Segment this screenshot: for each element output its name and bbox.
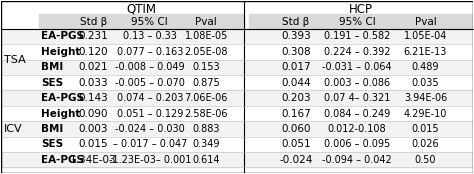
Text: -0.008 – 0.049: -0.008 – 0.049: [115, 62, 185, 72]
Text: EA-PGS: EA-PGS: [41, 31, 84, 41]
Bar: [1, 44, 473, 60]
Text: 0.07 4– 0.321: 0.07 4– 0.321: [324, 93, 391, 103]
Text: 0.231: 0.231: [78, 31, 108, 41]
Bar: [1, 137, 473, 152]
Text: 0.077 – 0.163: 0.077 – 0.163: [117, 47, 183, 57]
Text: 1.08E-05: 1.08E-05: [185, 31, 228, 41]
Text: 0.003: 0.003: [79, 124, 108, 134]
Text: 0.191 – 0.582: 0.191 – 0.582: [324, 31, 391, 41]
Text: 0.393: 0.393: [281, 31, 311, 41]
Text: -0.024: -0.024: [279, 155, 312, 165]
Text: 0.308: 0.308: [281, 47, 311, 57]
Text: -0.024 – 0.030: -0.024 – 0.030: [115, 124, 185, 134]
Text: 0.015: 0.015: [79, 139, 108, 149]
Text: Std β: Std β: [283, 17, 310, 27]
Text: Height: Height: [41, 47, 81, 57]
Text: 6.21E-13: 6.21E-13: [404, 47, 447, 57]
Text: 0.015: 0.015: [412, 124, 439, 134]
Bar: [1, 29, 473, 44]
Text: -0.005 – 0.070: -0.005 – 0.070: [115, 78, 185, 88]
Text: 0.120: 0.120: [79, 47, 108, 57]
Bar: [1, 75, 473, 90]
Text: HCP: HCP: [349, 3, 373, 16]
Text: EA-PGS: EA-PGS: [41, 155, 84, 165]
Text: -1.23E-03– 0.001: -1.23E-03– 0.001: [109, 155, 191, 165]
Bar: [1, 106, 473, 121]
Text: 3.94E-06: 3.94E-06: [404, 93, 447, 103]
Text: 0.13 – 0.33: 0.13 – 0.33: [123, 31, 177, 41]
Text: 95% CI: 95% CI: [131, 17, 168, 27]
Text: 0.875: 0.875: [192, 78, 220, 88]
Text: 0.044: 0.044: [281, 78, 311, 88]
Text: 0.017: 0.017: [281, 62, 311, 72]
Text: 0.021: 0.021: [79, 62, 108, 72]
Text: 0.051: 0.051: [281, 139, 311, 149]
Text: 0.50: 0.50: [415, 155, 436, 165]
Text: 0.051 – 0.129: 0.051 – 0.129: [117, 109, 183, 118]
Text: SES: SES: [41, 78, 64, 88]
Bar: [1, 121, 473, 137]
Text: SES: SES: [41, 139, 64, 149]
Text: 0.883: 0.883: [192, 124, 220, 134]
Text: 0.035: 0.035: [412, 78, 439, 88]
Text: ICV: ICV: [4, 124, 22, 134]
Text: 0.060: 0.060: [281, 124, 310, 134]
Text: Height: Height: [41, 109, 81, 118]
Text: 0.167: 0.167: [281, 109, 311, 118]
Text: 0.006 – 0.095: 0.006 – 0.095: [324, 139, 390, 149]
Text: BMI: BMI: [41, 62, 64, 72]
Text: 1.34E-03: 1.34E-03: [70, 155, 117, 165]
Text: 0.143: 0.143: [78, 93, 108, 103]
Text: Pval: Pval: [415, 17, 437, 27]
Text: 0.349: 0.349: [192, 139, 220, 149]
Text: 95% CI: 95% CI: [339, 17, 375, 27]
Text: 0.489: 0.489: [412, 62, 439, 72]
Text: 0.203: 0.203: [281, 93, 311, 103]
Bar: [249, 14, 473, 29]
Text: 2.58E-06: 2.58E-06: [184, 109, 228, 118]
Bar: [1, 152, 473, 167]
Text: 0.090: 0.090: [79, 109, 108, 118]
Text: 7.06E-06: 7.06E-06: [185, 93, 228, 103]
Bar: [39, 14, 244, 29]
Text: EA-PGS: EA-PGS: [41, 93, 84, 103]
Bar: [1, 90, 473, 106]
Text: Std β: Std β: [80, 17, 107, 27]
Text: 0.026: 0.026: [412, 139, 439, 149]
Text: 2.05E-08: 2.05E-08: [184, 47, 228, 57]
Text: 4.29E-10: 4.29E-10: [404, 109, 447, 118]
Text: 0.224 – 0.392: 0.224 – 0.392: [324, 47, 391, 57]
Text: QTIM: QTIM: [127, 3, 156, 16]
Bar: [1, 1, 473, 17]
Text: 0.074 – 0.203: 0.074 – 0.203: [117, 93, 183, 103]
Text: -0.094 – 0.042: -0.094 – 0.042: [322, 155, 392, 165]
Bar: [1, 60, 473, 75]
Text: – 0.017 – 0.047: – 0.017 – 0.047: [113, 139, 187, 149]
Text: BMI: BMI: [41, 124, 64, 134]
Text: 1.05E-04: 1.05E-04: [404, 31, 447, 41]
Text: Pval: Pval: [195, 17, 217, 27]
Text: 0.084 – 0.249: 0.084 – 0.249: [324, 109, 390, 118]
Text: 0.153: 0.153: [192, 62, 220, 72]
Text: 0.012-0.108: 0.012-0.108: [328, 124, 386, 134]
Text: 0.003 – 0.086: 0.003 – 0.086: [324, 78, 390, 88]
Text: TSA: TSA: [4, 55, 26, 65]
Text: 0.614: 0.614: [192, 155, 220, 165]
Text: -0.031 – 0.064: -0.031 – 0.064: [322, 62, 392, 72]
Text: 0.033: 0.033: [79, 78, 108, 88]
